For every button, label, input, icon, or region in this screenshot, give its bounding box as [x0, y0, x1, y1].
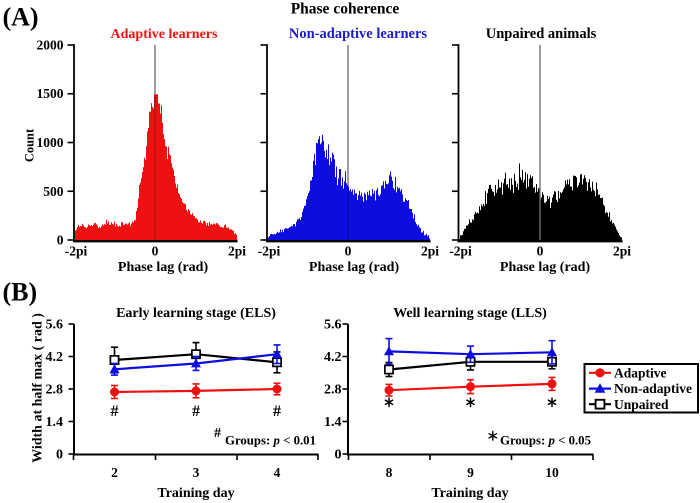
svg-text:3: 3	[193, 465, 200, 480]
svg-text:0: 0	[57, 233, 64, 248]
svg-text:Groups: p < 0.01: Groups: p < 0.01	[225, 434, 316, 448]
svg-text:#: #	[214, 426, 221, 441]
svg-text:#: #	[273, 403, 281, 420]
svg-text:2000: 2000	[37, 38, 64, 53]
svg-text:2pi: 2pi	[228, 244, 246, 259]
svg-text:-2pi: -2pi	[65, 244, 88, 259]
svg-text:Unpaired animals: Unpaired animals	[486, 26, 597, 42]
svg-text:1500: 1500	[37, 86, 64, 101]
svg-text:-2pi: -2pi	[449, 244, 472, 259]
svg-text:Non-adaptive: Non-adaptive	[614, 381, 692, 396]
svg-text:Training day: Training day	[157, 486, 234, 501]
svg-text:(A): (A)	[3, 3, 39, 32]
svg-text:Unpaired: Unpaired	[614, 397, 669, 412]
svg-text:Count: Count	[23, 128, 37, 162]
svg-text:Width at half max ( rad ): Width at half max ( rad )	[31, 313, 46, 463]
svg-text:2.8: 2.8	[46, 383, 64, 398]
svg-text:5.6: 5.6	[46, 318, 64, 333]
svg-text:4: 4	[274, 465, 281, 480]
svg-text:Phase coherence: Phase coherence	[291, 1, 400, 18]
svg-text:500: 500	[43, 184, 64, 199]
svg-text:Phase lag (rad): Phase lag (rad)	[500, 260, 591, 275]
svg-text:-2pi: -2pi	[258, 244, 281, 259]
svg-text:(B): (B)	[3, 278, 38, 307]
svg-text:Well learning stage (LLS): Well learning stage (LLS)	[393, 306, 547, 321]
svg-text:Phase lag (rad): Phase lag (rad)	[309, 260, 400, 275]
svg-text:Phase lag (rad): Phase lag (rad)	[118, 260, 209, 275]
svg-text:2: 2	[111, 465, 118, 480]
svg-text:Groups: p < 0.05: Groups: p < 0.05	[500, 434, 591, 448]
svg-text:0: 0	[335, 448, 342, 463]
svg-text:1.4: 1.4	[46, 415, 64, 430]
svg-text:0: 0	[537, 244, 544, 259]
svg-text:8: 8	[386, 465, 393, 480]
svg-text:0: 0	[152, 244, 159, 259]
svg-text:#: #	[111, 403, 119, 420]
svg-text:2pi: 2pi	[613, 244, 631, 259]
svg-text:0: 0	[56, 448, 63, 463]
svg-text:Non-adaptive learners: Non-adaptive learners	[289, 26, 427, 42]
svg-text:Early learning stage (ELS): Early learning stage (ELS)	[116, 306, 276, 321]
svg-text:#: #	[192, 403, 200, 420]
svg-text:2pi: 2pi	[421, 244, 439, 259]
svg-text:0: 0	[345, 244, 352, 259]
svg-text:10: 10	[545, 465, 559, 480]
svg-text:4.2: 4.2	[324, 350, 342, 365]
svg-text:1.4: 1.4	[324, 415, 342, 430]
svg-text:4.2: 4.2	[46, 350, 64, 365]
svg-text:Adaptive learners: Adaptive learners	[111, 27, 218, 42]
svg-text:5.6: 5.6	[324, 318, 342, 333]
svg-text:Training day: Training day	[431, 486, 508, 501]
svg-text:2.8: 2.8	[324, 383, 342, 398]
svg-text:Adaptive: Adaptive	[614, 365, 667, 380]
svg-text:1000: 1000	[37, 135, 64, 150]
svg-text:9: 9	[467, 465, 474, 480]
